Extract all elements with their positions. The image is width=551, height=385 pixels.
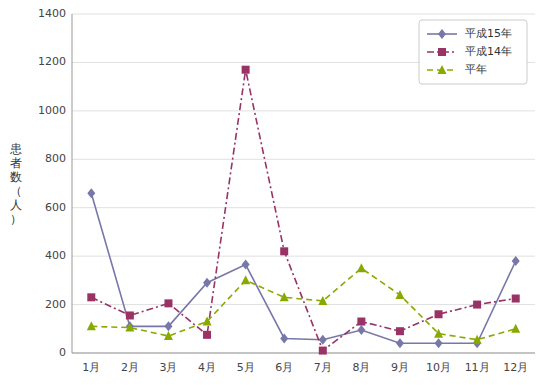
x-tick-label: 5月 [237, 361, 255, 374]
point-marker [280, 247, 288, 255]
point-marker [512, 256, 520, 266]
grid-line [72, 110, 535, 111]
point-marker [396, 338, 404, 348]
series [87, 188, 519, 348]
point-marker [126, 311, 134, 319]
series-line [91, 193, 515, 343]
series [87, 66, 519, 355]
point-marker [435, 310, 443, 318]
grid-line [72, 256, 535, 257]
grid-line [72, 159, 535, 160]
point-marker [473, 301, 481, 309]
point-marker [396, 327, 404, 335]
point-marker [280, 333, 288, 343]
x-tick-label: 2月 [121, 361, 139, 374]
series-line [91, 70, 515, 351]
point-marker [87, 321, 96, 330]
point-marker [319, 347, 327, 355]
y-tick-label: 600 [45, 201, 66, 214]
series-line [91, 268, 515, 339]
chart: 0 200 400 600 800 1000 1200 1400 1月 2月 3月 4月 5月 6月 7月 8… [0, 0, 551, 385]
legend-box [419, 20, 527, 84]
point-marker [242, 66, 250, 74]
series [87, 263, 520, 343]
x-tick-label: 8月 [352, 361, 370, 374]
y-tick-label: 800 [45, 152, 66, 165]
legend-marker [438, 65, 447, 74]
grid-line [72, 353, 535, 354]
grid-line [72, 304, 535, 305]
point-marker [357, 318, 365, 326]
point-marker [435, 338, 443, 348]
y-tick-label: 1000 [38, 104, 66, 117]
point-marker [87, 293, 95, 301]
point-marker [164, 299, 172, 307]
x-tick-label: 9月 [391, 361, 409, 374]
x-tick-label: 3月 [159, 361, 177, 374]
y-axis-line [72, 14, 73, 353]
x-tick-label: 10月 [426, 361, 451, 374]
point-marker [203, 278, 211, 288]
grid-line [72, 207, 535, 208]
point-marker [87, 188, 95, 198]
x-tick-label: 1月 [82, 361, 100, 374]
x-tick-label: 7月 [314, 361, 332, 374]
y-tick-label: 0 [59, 346, 66, 359]
point-marker [203, 331, 211, 339]
point-marker [473, 335, 482, 344]
x-tick-label: 12月 [503, 361, 528, 374]
legend-marker [438, 48, 446, 56]
y-tick-label: 200 [45, 298, 66, 311]
plot-data [87, 66, 520, 355]
point-marker [434, 329, 443, 338]
x-tick-label: 11月 [465, 361, 490, 374]
y-axis-label: 患者数（人） [9, 141, 22, 225]
point-marker [357, 325, 365, 335]
y-tick-label: 400 [45, 249, 66, 262]
point-marker [512, 295, 520, 303]
point-marker [242, 260, 250, 270]
grid-line [72, 14, 535, 15]
legend-label: 平成14年 [465, 45, 512, 58]
x-tick-label: 6月 [275, 361, 293, 374]
y-tick-label: 1400 [38, 7, 66, 20]
legend-marker [438, 29, 446, 39]
legend: 平成15年平成14年平年 [419, 20, 527, 84]
y-tick-label: 1200 [38, 55, 66, 68]
point-marker [395, 290, 404, 299]
point-marker [203, 317, 212, 326]
legend-label: 平成15年 [465, 27, 512, 40]
point-marker [164, 331, 173, 340]
point-marker [280, 292, 289, 301]
axes: 0 200 400 600 800 1000 1200 1400 1月 2月 3月 4月 5月 6月 7月 8… [38, 7, 535, 374]
point-marker [125, 323, 134, 332]
point-marker [357, 263, 366, 272]
x-axis-line [72, 353, 535, 354]
point-marker [126, 321, 134, 331]
point-marker [318, 296, 327, 305]
point-marker [164, 321, 172, 331]
x-tick-label: 4月 [198, 361, 216, 374]
point-marker [241, 275, 250, 284]
legend-label: 平年 [465, 63, 487, 76]
point-marker [511, 324, 520, 333]
